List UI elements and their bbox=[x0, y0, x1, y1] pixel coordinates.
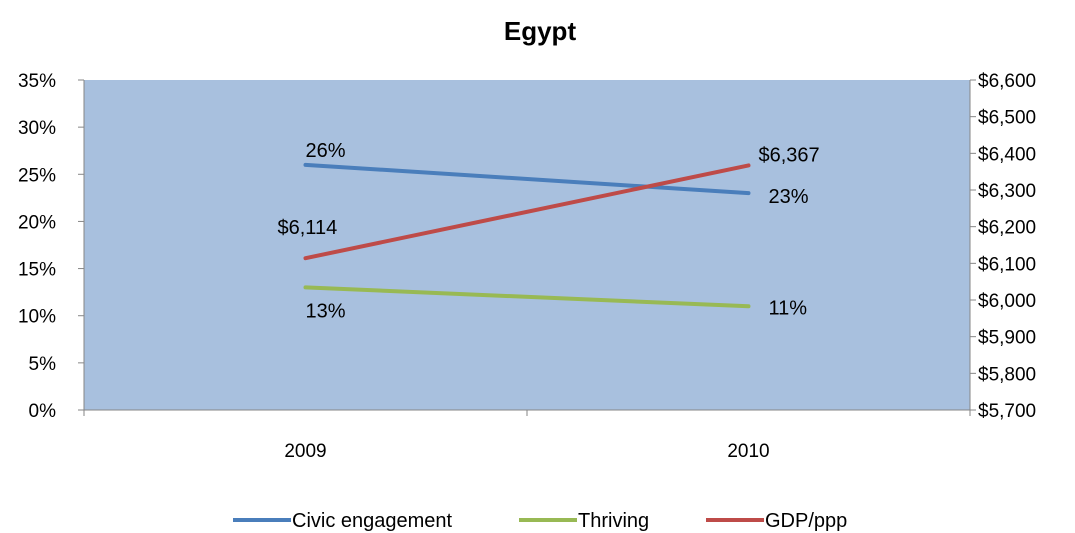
right-axis: $5,700 $5,800 $5,900 $6,000 $6,100 $6,200 $6,3… bbox=[969, 71, 1036, 422]
data-label: 13% bbox=[306, 300, 346, 322]
left-tick-label: 10% bbox=[18, 307, 56, 328]
left-tick-label: 0% bbox=[29, 401, 57, 422]
left-tick-label: 15% bbox=[18, 260, 56, 281]
series-line-civic-engagement bbox=[303, 162, 751, 196]
left-tick-label: 35% bbox=[18, 71, 56, 92]
x-tick-label: 2010 bbox=[727, 441, 769, 462]
left-tick-label: 30% bbox=[18, 118, 56, 139]
right-tick-label: $5,900 bbox=[978, 328, 1036, 349]
data-label: 23% bbox=[769, 186, 809, 208]
left-axis: 0% 5% 10% 15% 20% 25% 30% 35% bbox=[18, 71, 85, 422]
x-axis: 2009 2010 bbox=[83, 409, 971, 462]
right-tick-label: $6,000 bbox=[978, 291, 1036, 312]
series-line-gdp-ppp bbox=[303, 163, 751, 261]
right-tick-label: $6,200 bbox=[978, 218, 1036, 239]
left-tick-label: 25% bbox=[18, 165, 56, 186]
right-tick-label: $6,600 bbox=[978, 71, 1036, 92]
plot-area bbox=[84, 80, 970, 410]
left-tick-label: 5% bbox=[29, 354, 57, 375]
legend-label: Thriving bbox=[578, 510, 649, 532]
series-group bbox=[303, 162, 751, 309]
data-label: 26% bbox=[306, 140, 346, 162]
plot-background bbox=[84, 80, 970, 410]
chart-title: Egypt bbox=[504, 16, 577, 46]
legend-label: GDP/ppp bbox=[765, 510, 847, 532]
data-label: $6,367 bbox=[759, 144, 820, 166]
right-tick-label: $6,500 bbox=[978, 108, 1036, 129]
data-label: 11% bbox=[769, 297, 808, 319]
data-label: $6,114 bbox=[278, 217, 338, 239]
x-tick-label: 2009 bbox=[284, 441, 326, 462]
right-tick-label: $6,300 bbox=[978, 181, 1036, 202]
right-tick-label: $6,400 bbox=[978, 144, 1036, 165]
right-tick-label: $5,800 bbox=[978, 364, 1036, 385]
series-line-thriving bbox=[303, 285, 751, 309]
right-tick-label: $6,100 bbox=[978, 254, 1036, 275]
legend: Civic engagement Thriving GDP/ppp bbox=[233, 510, 847, 532]
data-labels: 26% 23% 13% 11% $6,114 $6,367 bbox=[278, 140, 820, 323]
left-tick-label: 20% bbox=[18, 212, 56, 233]
legend-label: Civic engagement bbox=[292, 510, 453, 532]
right-tick-label: $5,700 bbox=[978, 401, 1036, 422]
